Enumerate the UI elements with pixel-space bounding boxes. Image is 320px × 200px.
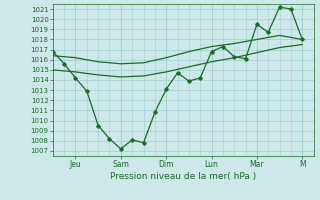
X-axis label: Pression niveau de la mer( hPa ): Pression niveau de la mer( hPa )	[110, 172, 256, 181]
